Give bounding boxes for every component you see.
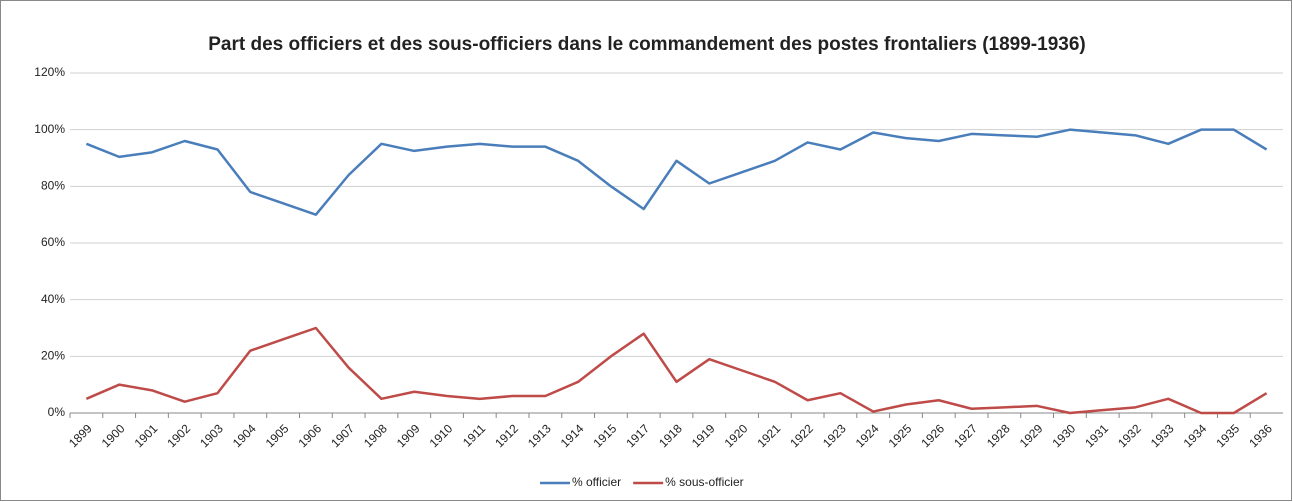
y-tick-label: 0%: [48, 405, 66, 419]
y-tick-label: 100%: [34, 122, 65, 136]
series-line: [85, 128, 1268, 216]
y-tick-label: 60%: [41, 235, 65, 249]
y-tick-label: 40%: [41, 292, 65, 306]
series-line: [85, 326, 1268, 415]
y-tick-label: 80%: [41, 179, 65, 193]
chart-title: Part des officiers et des sous-officiers…: [208, 34, 1085, 55]
legend-label: % officier: [572, 475, 621, 489]
legend-label: % sous-officier: [665, 475, 743, 489]
y-tick-label: 120%: [34, 65, 65, 79]
y-tick-label: 20%: [41, 349, 65, 363]
